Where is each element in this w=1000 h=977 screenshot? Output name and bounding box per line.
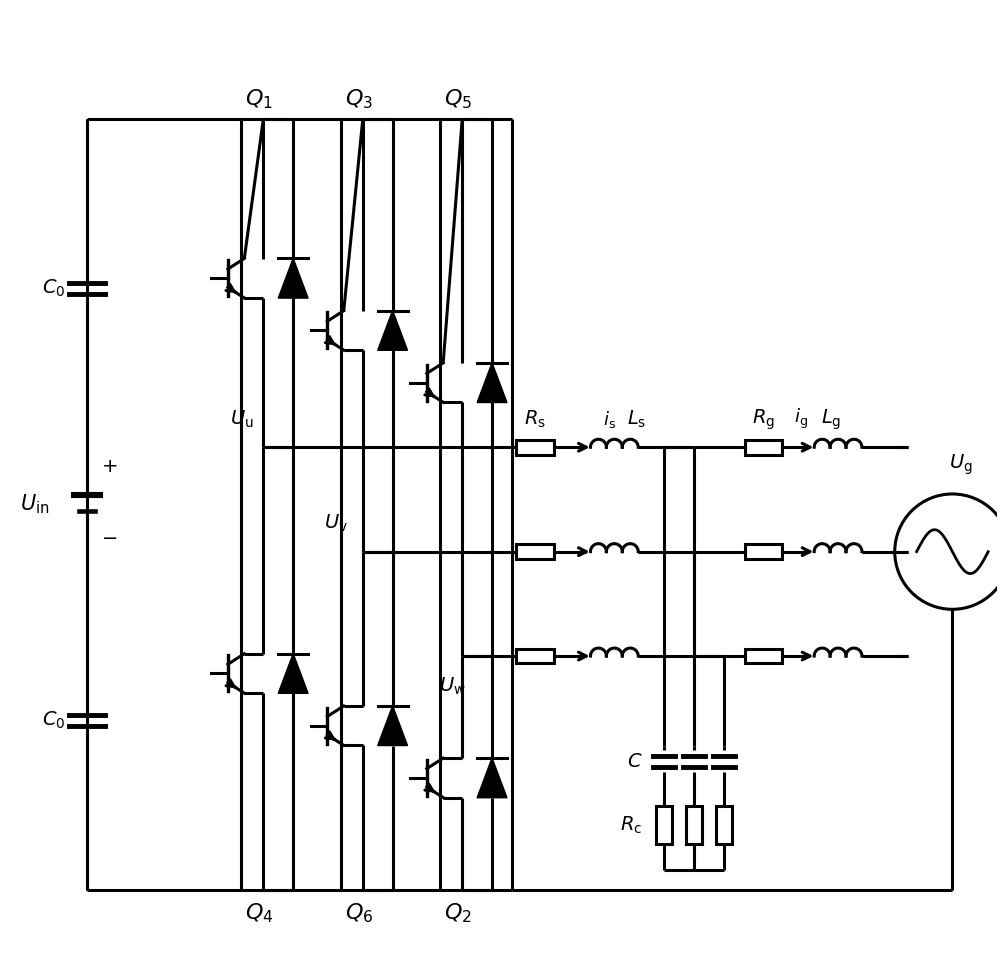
Text: $Q_1$: $Q_1$ xyxy=(245,87,273,111)
Text: $Q_5$: $Q_5$ xyxy=(444,87,472,111)
Text: $i_{\rm g}$: $i_{\rm g}$ xyxy=(794,407,808,432)
Text: $C_0$: $C_0$ xyxy=(42,710,65,732)
Polygon shape xyxy=(477,362,507,403)
Text: $i_{\rm s}$: $i_{\rm s}$ xyxy=(603,409,616,430)
Bar xyxy=(745,544,782,559)
Text: $U_{\rm g}$: $U_{\rm g}$ xyxy=(949,453,972,478)
Text: $U_{\rm v}$: $U_{\rm v}$ xyxy=(324,513,348,534)
Polygon shape xyxy=(378,311,408,351)
Text: $L_{\rm s}$: $L_{\rm s}$ xyxy=(627,408,646,430)
Text: $-$: $-$ xyxy=(101,527,117,546)
Text: $U_{\rm u}$: $U_{\rm u}$ xyxy=(230,408,253,430)
Text: $U_{\rm w}$: $U_{\rm w}$ xyxy=(439,675,466,697)
Bar xyxy=(656,806,672,844)
Bar xyxy=(516,440,554,454)
Text: $Q_6$: $Q_6$ xyxy=(345,902,373,925)
Polygon shape xyxy=(278,654,308,694)
Text: $Q_4$: $Q_4$ xyxy=(245,902,274,925)
Polygon shape xyxy=(477,758,507,798)
Text: $C_0$: $C_0$ xyxy=(42,277,65,299)
Text: $+$: $+$ xyxy=(101,457,117,476)
Text: $R_{\rm s}$: $R_{\rm s}$ xyxy=(524,408,546,430)
Text: $R_{\rm g}$: $R_{\rm g}$ xyxy=(752,407,775,432)
Text: $Q_3$: $Q_3$ xyxy=(345,87,373,111)
Text: $L_{\rm g}$: $L_{\rm g}$ xyxy=(821,407,841,432)
Polygon shape xyxy=(378,705,408,745)
Text: $U_{\rm in}$: $U_{\rm in}$ xyxy=(20,492,50,516)
Text: $Q_2$: $Q_2$ xyxy=(444,902,472,925)
Polygon shape xyxy=(278,258,308,298)
Text: $C$: $C$ xyxy=(627,752,642,772)
Bar xyxy=(745,440,782,454)
Bar xyxy=(516,649,554,663)
Bar xyxy=(745,649,782,663)
Bar xyxy=(686,806,702,844)
Bar xyxy=(516,544,554,559)
Bar xyxy=(716,806,732,844)
Text: $R_{\rm c}$: $R_{\rm c}$ xyxy=(620,815,642,835)
